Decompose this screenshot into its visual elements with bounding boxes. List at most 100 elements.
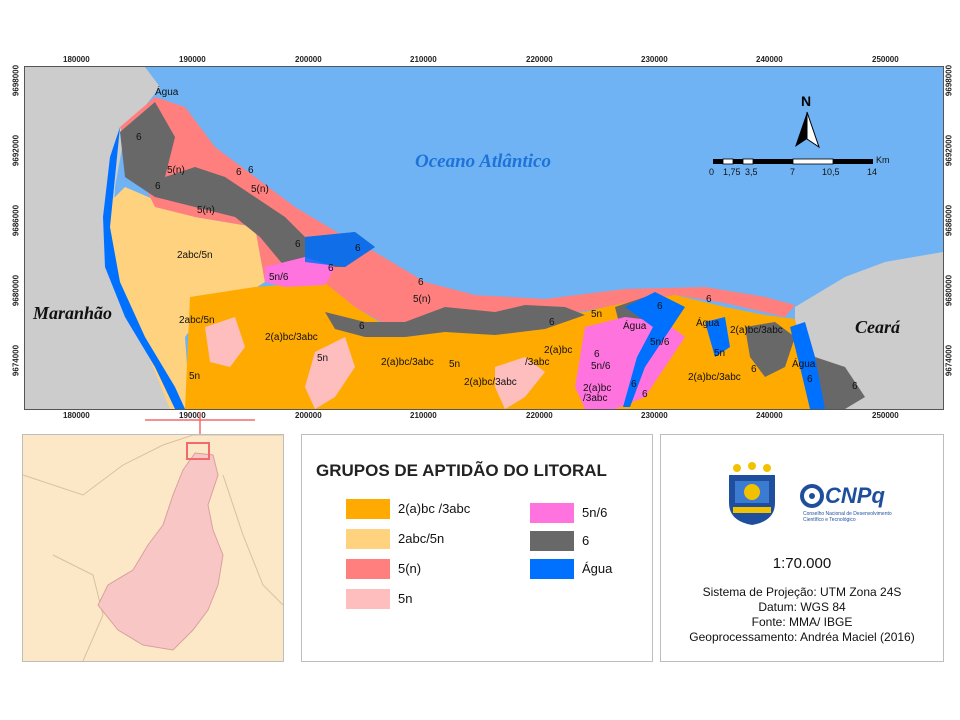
water-ceara-river xyxy=(790,322,825,409)
map-label: 6 xyxy=(706,294,712,305)
map-label: 6 xyxy=(355,243,361,254)
legend-label: 6 xyxy=(582,533,590,548)
water-lagoon-west xyxy=(305,232,375,267)
coord-left-9686000: 9686000 xyxy=(11,204,21,237)
legend-swatch xyxy=(346,559,390,579)
map-label: 5n xyxy=(591,309,603,320)
inset-piaui-state xyxy=(97,452,224,651)
coord-left-9698000: 9698000 xyxy=(11,64,21,97)
coord-top-190000: 190000 xyxy=(179,55,206,64)
map-label: 2(a)bc/3abc xyxy=(464,377,517,388)
area-5n-river-2 xyxy=(495,357,545,409)
state-label-maranhao: Maranhão xyxy=(33,303,113,323)
water-lagoon xyxy=(705,317,730,357)
legend-swatch xyxy=(530,559,574,579)
coord-right-9674000: 9674000 xyxy=(944,344,954,377)
legend-item-5n: 5n xyxy=(346,589,526,609)
map-label: 5(n) xyxy=(167,165,185,176)
map-label: 2abc/5n xyxy=(179,315,215,326)
north-arrow-icon xyxy=(795,111,820,149)
coord-top-240000: 240000 xyxy=(756,55,783,64)
legend-item-2abc-5n: 2abc/5n xyxy=(346,529,526,549)
map-scale: 1:70.000 xyxy=(772,555,832,572)
coord-top-230000: 230000 xyxy=(641,55,668,64)
map-label: 5(n) xyxy=(251,184,269,195)
map-label: 2(a)bc xyxy=(583,383,612,394)
scale-tick-175: 1,75 xyxy=(723,167,741,177)
cnpq-logo-subtitle: Conselho Nacional de Desenvolvimento Cie… xyxy=(803,511,892,523)
projection-text: Sistema de Projeção: UTM Zona 24S xyxy=(702,585,902,599)
area-6-ceara xyxy=(815,357,865,409)
map-label: 2(a)bc xyxy=(544,345,573,356)
map-label: Água xyxy=(155,87,179,98)
map-label: 5n xyxy=(189,371,201,382)
coord-right-9698000: 9698000 xyxy=(944,64,954,97)
scale-tick-0: 0 xyxy=(709,167,715,177)
coord-bottom-240000: 240000 xyxy=(756,411,783,420)
coord-right-9692000: 9692000 xyxy=(944,134,954,167)
legend-label: 2abc/5n xyxy=(398,531,445,546)
map-label: 6 xyxy=(295,239,301,250)
coord-top-220000: 220000 xyxy=(526,55,553,64)
coord-bottom-200000: 200000 xyxy=(295,411,322,420)
coord-bottom-210000: 210000 xyxy=(410,411,437,420)
coord-right-9686000: 9686000 xyxy=(944,204,954,237)
legend-swatch xyxy=(346,589,390,609)
coord-top-250000: 250000 xyxy=(872,55,899,64)
north-label: N xyxy=(801,93,812,109)
map-label: Água xyxy=(623,321,647,332)
area-6-far-east xyxy=(745,322,795,377)
map-label: 5(n) xyxy=(413,294,431,305)
source-text: Fonte: MMA/ IBGE xyxy=(751,615,853,629)
coord-bottom-230000: 230000 xyxy=(641,411,668,420)
map-label: 6 xyxy=(248,165,254,176)
coord-bottom-220000: 220000 xyxy=(526,411,553,420)
legend-item-6: 6 xyxy=(530,531,640,551)
map-label: 5n/6 xyxy=(650,337,670,348)
coord-top-200000: 200000 xyxy=(295,55,322,64)
cnpq-logo-icon xyxy=(800,484,824,508)
scale-unit: Km xyxy=(876,155,890,165)
map-label: 2(a)bc/3abc xyxy=(265,332,318,343)
map-label: Água xyxy=(696,318,720,329)
map-label: 6 xyxy=(418,277,424,288)
coord-top-180000: 180000 xyxy=(63,55,90,64)
scale-tick-7: 7 xyxy=(790,167,796,177)
coord-bottom-250000: 250000 xyxy=(872,411,899,420)
legend-label: 5n/6 xyxy=(582,505,608,520)
info-panel: CNPq Conselho Nacional de Desenvolviment… xyxy=(660,434,944,662)
map-label: 5n xyxy=(317,353,329,364)
inset-map[interactable] xyxy=(22,434,284,662)
legend-panel: GRUPOS DE APTIDÃO DO LITORAL 2(a)bc /3ab… xyxy=(301,434,653,662)
map-label: 6 xyxy=(155,181,161,192)
map-label: 6 xyxy=(751,364,757,375)
geoprocessing-text: Geoprocessamento: Andréa Maciel (2016) xyxy=(689,630,915,644)
inset-border-line xyxy=(23,435,283,496)
scale-tick-105: 10,5 xyxy=(822,167,840,177)
map-label: 6 xyxy=(136,132,142,143)
scale-bar xyxy=(713,158,873,165)
legend-item-agua: Água xyxy=(530,559,640,579)
inset-border-line xyxy=(52,554,104,661)
legend-swatch xyxy=(346,529,390,549)
legend-swatch xyxy=(530,531,574,551)
main-map[interactable]: Oceano Atlântico Maranhão Ceará N 0 1,75… xyxy=(24,66,944,410)
coord-left-9680000: 9680000 xyxy=(11,274,21,307)
map-label: 5n/6 xyxy=(269,272,289,283)
map-label: 5n xyxy=(449,359,461,370)
map-label: 5n/6 xyxy=(591,361,611,372)
map-label: 6 xyxy=(631,379,637,390)
legend-swatch xyxy=(530,503,574,523)
map-label: 5(n) xyxy=(197,205,215,216)
map-label: Água xyxy=(792,359,816,370)
coord-right-9680000: 9680000 xyxy=(944,274,954,307)
legend-title: GRUPOS DE APTIDÃO DO LITORAL xyxy=(316,461,607,480)
legend-label: 2(a)bc /3abc xyxy=(398,501,471,516)
map-label: 2(a)bc/3abc xyxy=(688,372,741,383)
legend-item-5n-paren: 5(n) xyxy=(346,559,526,579)
scale-tick-14: 14 xyxy=(867,167,878,177)
legend-item-2abc-3abc: 2(a)bc /3abc xyxy=(346,499,526,519)
coord-left-9692000: 9692000 xyxy=(11,134,21,167)
coord-bottom-190000: 190000 xyxy=(179,411,206,420)
legend-swatch xyxy=(346,499,390,519)
